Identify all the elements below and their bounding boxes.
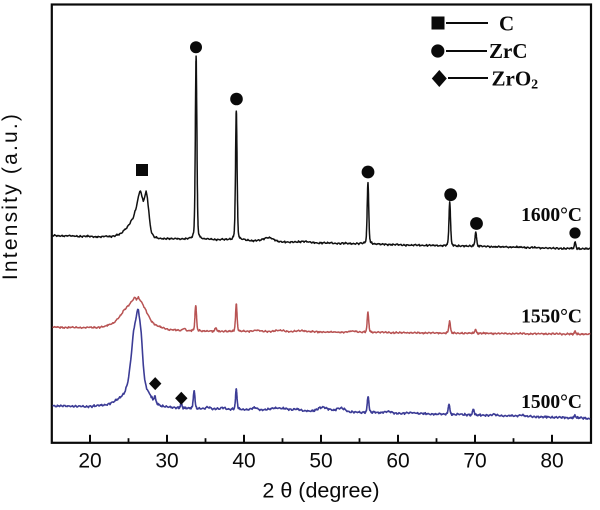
svg-text:1500°C: 1500°C	[521, 392, 582, 413]
svg-text:30: 30	[155, 450, 178, 473]
svg-text:70: 70	[463, 450, 486, 473]
svg-text:20: 20	[78, 450, 101, 473]
svg-text:1600°C: 1600°C	[521, 205, 582, 226]
svg-text:ZrC: ZrC	[489, 39, 528, 63]
svg-text:40: 40	[232, 450, 255, 473]
svg-text:50: 50	[309, 450, 332, 473]
svg-text:80: 80	[540, 450, 563, 473]
svg-text:C: C	[499, 12, 514, 36]
svg-text:1550°C: 1550°C	[521, 307, 582, 328]
svg-text:60: 60	[386, 450, 409, 473]
svg-text:Intensity (a.u.): Intensity (a.u.)	[0, 112, 22, 280]
svg-text:2 θ (degree): 2 θ (degree)	[262, 479, 379, 503]
svg-text:ZrO2: ZrO2	[492, 67, 539, 93]
